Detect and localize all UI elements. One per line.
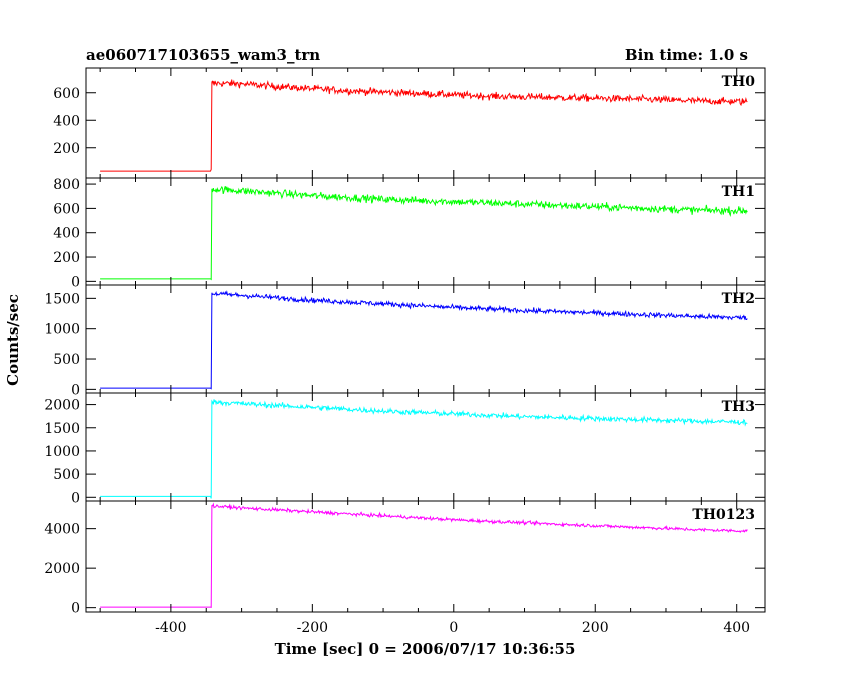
y-tick-label: 1500 xyxy=(44,421,80,437)
panel-th0: 200 400 600 TH0 xyxy=(53,67,766,179)
x-tick-label: 400 xyxy=(723,620,750,636)
x-tick-label: -200 xyxy=(297,620,328,636)
y-tick-label: 0 xyxy=(71,382,80,398)
y-tick-label: 0 xyxy=(71,601,80,617)
y-tick-label: 1000 xyxy=(44,322,80,338)
panel-th0123: 0 2000 4000 TH0123 xyxy=(44,500,766,617)
y-tick-label: 1500 xyxy=(44,291,80,307)
series-line-th3 xyxy=(100,399,748,499)
x-tick-label: 200 xyxy=(582,620,609,636)
y-tick-label: 600 xyxy=(53,86,80,102)
bin-time-label: Bin time: 1.0 s xyxy=(625,46,748,64)
y-tick-label: 200 xyxy=(53,141,80,157)
y-tick-label: 200 xyxy=(53,250,80,266)
panel-frame xyxy=(85,500,766,613)
x-tick-label: 0 xyxy=(449,620,458,636)
y-tick-label: 1000 xyxy=(44,444,80,460)
chart-title: ae060717103655_wam3_trn xyxy=(86,46,320,64)
x-axis-label: Time [sec] 0 = 2006/07/17 10:36:55 xyxy=(275,640,576,658)
series-line-th2 xyxy=(100,290,748,390)
y-axis-label: Counts/sec xyxy=(4,294,22,386)
panel-frame xyxy=(85,284,766,394)
series-label-th0: TH0 xyxy=(722,74,756,90)
panel-th1: 0 200 400 600 800 TH1 xyxy=(53,177,766,290)
y-tick-label: 800 xyxy=(53,177,80,193)
panel-th3: 0 500 1000 1500 2000 TH3 xyxy=(44,392,766,506)
series-line-th0123 xyxy=(100,502,748,608)
panel-frame xyxy=(85,67,766,179)
y-tick-label: 2000 xyxy=(44,398,80,414)
y-tick-label: 600 xyxy=(53,201,80,217)
y-tick-label: 400 xyxy=(53,113,80,129)
y-tick-label: 0 xyxy=(71,274,80,290)
series-label-th0123: TH0123 xyxy=(692,507,755,523)
panel-th2: 0 500 1000 1500 TH2 xyxy=(44,284,766,398)
y-tick-label: 500 xyxy=(53,467,80,483)
series-label-th1: TH1 xyxy=(722,184,755,200)
series-label-th3: TH3 xyxy=(722,399,755,415)
y-tick-label: 500 xyxy=(53,352,80,368)
y-tick-label: 400 xyxy=(53,226,80,242)
panel-frame xyxy=(85,177,766,286)
y-tick-label: 0 xyxy=(71,490,80,506)
panels-group: 200 400 600 TH0 0 200 400 600 800 TH1 0 500 1000 1500… xyxy=(44,67,766,636)
series-label-th2: TH2 xyxy=(722,291,755,307)
y-tick-label: 4000 xyxy=(44,522,80,538)
y-tick-label: 2000 xyxy=(44,561,80,577)
panel-frame xyxy=(85,392,766,502)
x-tick-label: -400 xyxy=(155,620,186,636)
series-line-th0 xyxy=(100,79,748,172)
series-line-th1 xyxy=(100,185,748,281)
